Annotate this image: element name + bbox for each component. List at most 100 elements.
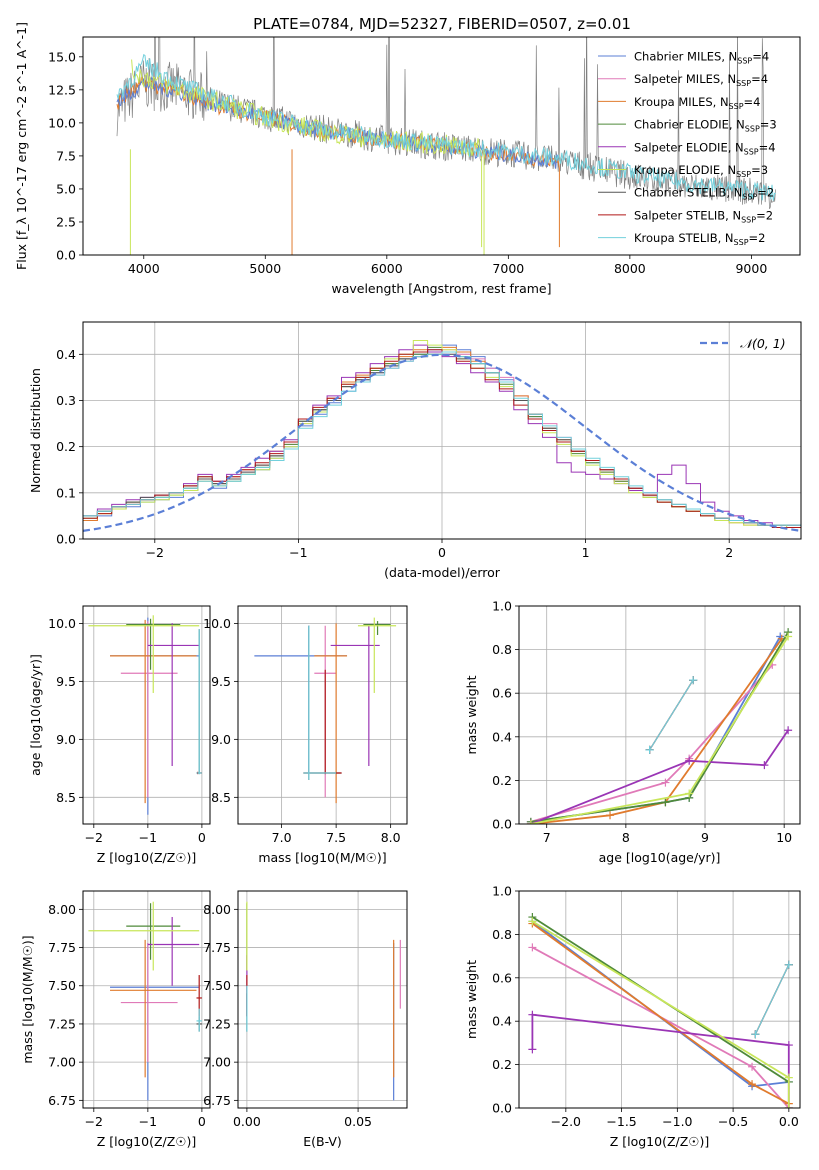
legend-label: Salpeter STELIB, NSSP=2 (634, 208, 773, 224)
chart-age_vs_mass: 7.0 7.5 8.0 8.5 9.0 9.5 10.0 mass [log10(M/M☉)] (203, 605, 408, 865)
legend-label: Chabrier MILES, NSSP=4 (634, 50, 769, 66)
x-tick-label: 7.0 (272, 830, 292, 845)
y-tick-label: 10.0 (203, 616, 231, 631)
y-tick-label: 0.6 (492, 686, 512, 701)
y-axis-label: Normed distribution (28, 368, 43, 493)
y-tick-label: 8.5 (56, 790, 76, 805)
gaussian-curve (83, 353, 801, 532)
x-tick-label: −1.0 (662, 1114, 692, 1129)
mass-weight-line (530, 638, 783, 824)
y-axis-label: Flux [f_λ 10^-17 erg cm^-2 s^-1 A^-1] (14, 22, 29, 270)
axes-frame (82, 321, 802, 540)
data-point-marker (606, 811, 615, 820)
data-point-marker (661, 798, 670, 807)
y-tick-label: 12.5 (48, 82, 76, 97)
plot-area-massweight_vs_Z (528, 913, 793, 1108)
data-point-marker (528, 1010, 537, 1019)
x-tick-label: 1 (582, 545, 590, 560)
y-tick-label: 0.4 (492, 1014, 512, 1029)
x-tick-label: 5000 (249, 261, 281, 276)
x-tick-label: 7.5 (326, 830, 346, 845)
x-tick-label: −1 (139, 830, 157, 845)
axes-frame (518, 605, 801, 825)
x-tick-label: 0.00 (233, 1114, 261, 1129)
model-spectrum (116, 53, 776, 201)
y-tick-label: 7.00 (203, 1055, 231, 1070)
x-tick-label: 8 (622, 830, 630, 845)
x-tick-label: 0.05 (344, 1114, 372, 1129)
x-tick-label: 0.0 (779, 1114, 799, 1129)
mass-weight-line (530, 729, 789, 824)
x-tick-label: −1 (289, 545, 307, 560)
axes-frame (237, 890, 408, 1109)
y-tick-label: 1.0 (492, 884, 512, 899)
histogram-step (83, 349, 801, 528)
y-tick-label: 0.0 (56, 532, 76, 547)
mass-weight-line (531, 920, 789, 1088)
y-tick-label: 0.0 (492, 1101, 512, 1116)
data-point-marker (784, 960, 793, 969)
data-point-marker (661, 778, 670, 787)
y-tick-label: 8.00 (203, 902, 231, 917)
y-tick-label: 6.75 (48, 1093, 76, 1108)
y-tick-label: 0.2 (56, 439, 76, 454)
x-tick-label: −2 (85, 830, 103, 845)
y-tick-label: 0.2 (492, 1057, 512, 1072)
y-tick-label: 0.8 (492, 927, 512, 942)
data-point-marker (784, 1104, 793, 1108)
x-tick-label: −2 (85, 1114, 103, 1129)
mass-weight-line (531, 1013, 790, 1108)
y-tick-label: 7.5 (56, 148, 76, 163)
x-tick-label: 8.0 (381, 830, 401, 845)
axes-frame (82, 605, 211, 825)
data-point-marker (784, 726, 793, 735)
x-tick-label: −0.5 (718, 1114, 748, 1129)
data-point-marker (784, 632, 793, 641)
y-tick-label: 0.2 (492, 773, 512, 788)
y-tick-label: 0.3 (56, 393, 76, 408)
legend-label: Kroupa MILES, NSSP=4 (634, 95, 760, 111)
y-tick-label: 10.0 (48, 616, 76, 631)
y-tick-label: 0.4 (492, 729, 512, 744)
plot-area-age_vs_Z (88, 615, 202, 815)
y-tick-label: 7.50 (203, 978, 231, 993)
chart-residuals: −2 −1 0 1 2 0.0 0.1 0.2 0.3 0.4 (data-model)/error… (28, 321, 802, 580)
y-tick-label: 7.00 (48, 1055, 76, 1070)
plot-area-mass_vs_EBV (246, 901, 401, 1101)
axes-frame (518, 890, 801, 1109)
model-spectrum (131, 59, 483, 248)
x-axis-label: (data-model)/error (384, 565, 501, 580)
plot-area-spectrum (116, 37, 776, 255)
data-point-marker (751, 1030, 760, 1039)
y-tick-label: 0.8 (492, 642, 512, 657)
y-tick-label: 8.5 (211, 790, 231, 805)
x-tick-label: 0 (438, 545, 446, 560)
y-tick-label: 9.0 (56, 732, 76, 747)
y-tick-label: 5.0 (56, 181, 76, 196)
data-point-marker (748, 1062, 757, 1071)
x-tick-label: −2.0 (551, 1114, 581, 1129)
y-axis-label: mass weight (464, 960, 479, 1039)
mass-weight-line (530, 664, 773, 823)
y-tick-label: 9.5 (211, 674, 231, 689)
data-point-marker (685, 789, 694, 798)
axes-frame (82, 890, 211, 1109)
mass-weight-line (531, 922, 790, 1105)
y-tick-label: 8.00 (48, 902, 76, 917)
plot-area-residuals (83, 340, 801, 532)
data-point-marker (748, 1080, 757, 1089)
y-tick-label: 10.0 (48, 115, 76, 130)
data-point-marker (689, 676, 698, 685)
axes-frame (237, 605, 408, 825)
x-tick-label: 4000 (128, 261, 160, 276)
data-point-marker (760, 761, 769, 770)
x-axis-label: Z [log10(Z/Z☉)] (97, 850, 197, 865)
y-tick-label: 7.25 (203, 1016, 231, 1031)
y-tick-label: 0.6 (492, 970, 512, 985)
legend-label: Salpeter ELODIE, NSSP=4 (634, 140, 776, 156)
x-axis-label: mass [log10(M/M☉)] (258, 850, 386, 865)
chart-age_vs_Z: −2 −1 0 8.5 9.0 9.5 10.0 Z [log10(Z/Z☉)] age [lo… (28, 605, 211, 865)
x-tick-label: −2 (146, 545, 164, 560)
y-axis-label: mass [log10(M/M☉)] (20, 935, 35, 1063)
